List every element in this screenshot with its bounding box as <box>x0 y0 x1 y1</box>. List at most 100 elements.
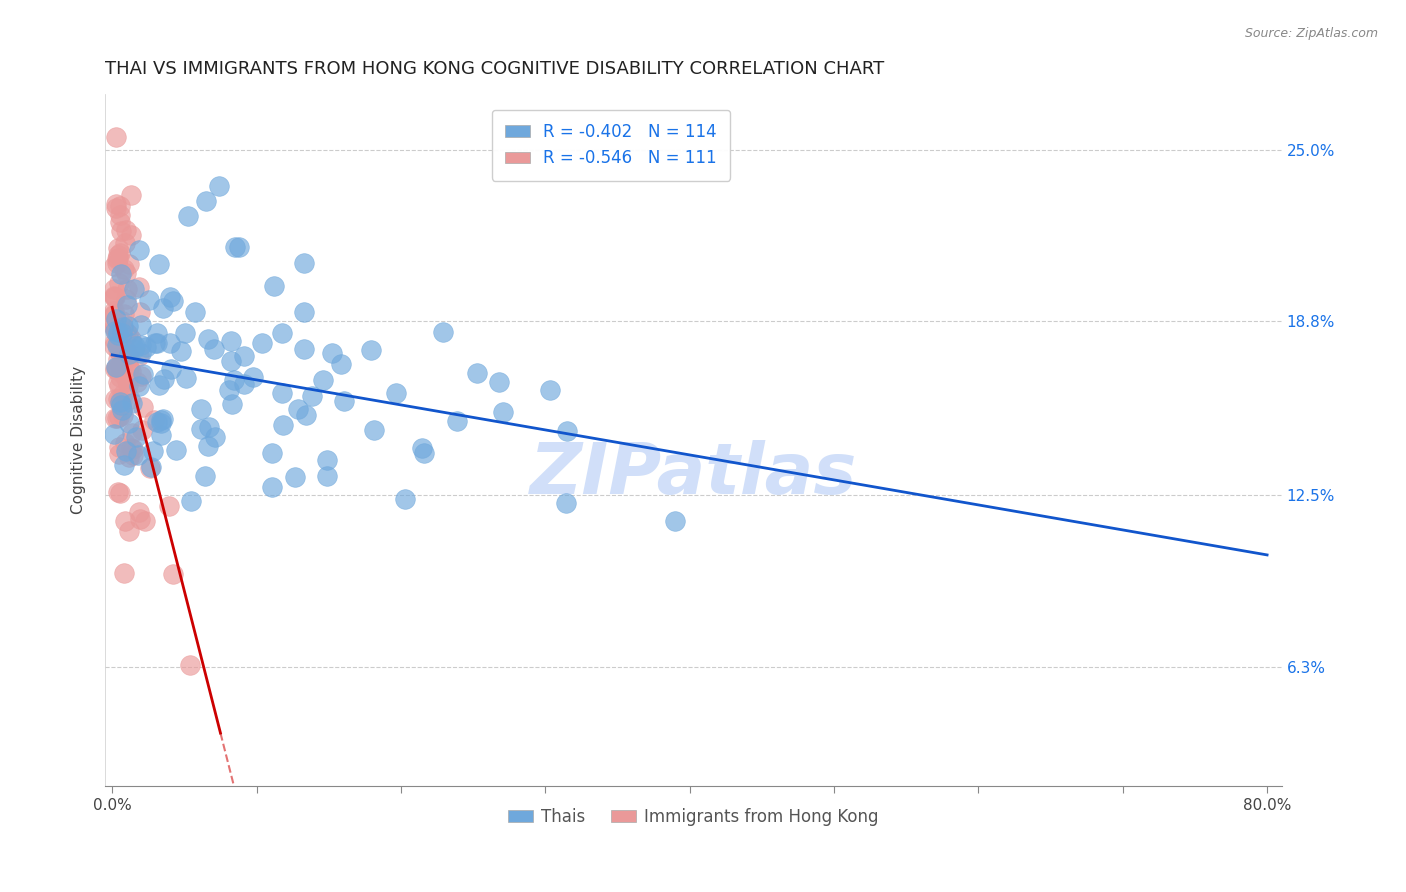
Point <box>112 262 135 277</box>
Point <box>115 374 138 388</box>
Point <box>129 369 152 384</box>
Point <box>122 282 145 296</box>
Point <box>162 567 184 582</box>
Point <box>202 342 225 356</box>
Point <box>224 240 246 254</box>
Point <box>333 393 356 408</box>
Point <box>110 398 132 412</box>
Point <box>118 392 141 406</box>
Point <box>112 566 135 580</box>
Point <box>103 320 125 334</box>
Point <box>105 338 128 352</box>
Point <box>125 430 148 444</box>
Point <box>111 403 134 417</box>
Point <box>128 279 150 293</box>
Point <box>411 442 433 456</box>
Point <box>111 326 134 341</box>
Point <box>394 491 416 506</box>
Point <box>107 325 129 339</box>
Point <box>228 240 250 254</box>
Point <box>114 515 136 529</box>
Point <box>488 375 510 389</box>
Point <box>103 303 125 318</box>
Point <box>127 448 149 462</box>
Point <box>219 334 242 348</box>
Point <box>115 369 138 384</box>
Point <box>107 351 129 366</box>
Point <box>117 378 139 392</box>
Point <box>117 319 139 334</box>
Point <box>117 352 139 367</box>
Point <box>204 430 226 444</box>
Point <box>152 301 174 316</box>
Point <box>112 409 135 423</box>
Point <box>173 326 195 341</box>
Point <box>111 394 134 409</box>
Point <box>117 370 139 384</box>
Point <box>127 375 149 389</box>
Point <box>148 378 170 392</box>
Point <box>114 223 136 237</box>
Point <box>107 392 129 406</box>
Point <box>142 413 165 427</box>
Point <box>124 338 146 352</box>
Point <box>294 256 316 270</box>
Point <box>271 417 294 432</box>
Point <box>107 327 129 342</box>
Point <box>174 371 197 385</box>
Point <box>105 196 128 211</box>
Y-axis label: Cognitive Disability: Cognitive Disability <box>72 366 86 514</box>
Point <box>120 332 142 346</box>
Point <box>190 422 212 436</box>
Point <box>157 499 180 513</box>
Point <box>263 278 285 293</box>
Point <box>218 383 240 397</box>
Point <box>135 340 157 354</box>
Point <box>139 459 162 474</box>
Point <box>363 423 385 437</box>
Point <box>233 349 256 363</box>
Point <box>107 484 129 499</box>
Point <box>115 265 138 279</box>
Point <box>108 394 131 409</box>
Point <box>105 363 128 377</box>
Point <box>104 392 127 406</box>
Point <box>492 405 515 419</box>
Point <box>122 442 145 456</box>
Point <box>146 326 169 340</box>
Legend: Thais, Immigrants from Hong Kong: Thais, Immigrants from Hong Kong <box>502 801 886 833</box>
Point <box>242 369 264 384</box>
Text: Source: ZipAtlas.com: Source: ZipAtlas.com <box>1244 27 1378 40</box>
Point <box>111 403 134 417</box>
Point <box>118 524 141 539</box>
Point <box>148 257 170 271</box>
Point <box>121 336 143 351</box>
Point <box>295 408 318 422</box>
Point <box>118 360 141 375</box>
Point <box>132 367 155 381</box>
Point <box>330 357 353 371</box>
Point <box>118 347 141 361</box>
Point <box>110 345 132 359</box>
Point <box>129 337 152 351</box>
Point <box>111 319 134 334</box>
Point <box>110 224 132 238</box>
Point <box>104 290 127 304</box>
Point <box>108 199 131 213</box>
Point <box>120 441 142 455</box>
Point <box>118 349 141 363</box>
Point <box>292 305 315 319</box>
Point <box>134 514 156 528</box>
Point <box>128 243 150 257</box>
Point <box>159 336 181 351</box>
Point <box>112 329 135 343</box>
Point <box>114 346 136 360</box>
Point <box>221 397 243 411</box>
Point <box>271 386 294 401</box>
Point <box>104 360 127 375</box>
Point <box>114 235 136 250</box>
Point <box>312 373 335 387</box>
Point <box>129 346 152 360</box>
Point <box>219 354 242 368</box>
Point <box>465 366 488 380</box>
